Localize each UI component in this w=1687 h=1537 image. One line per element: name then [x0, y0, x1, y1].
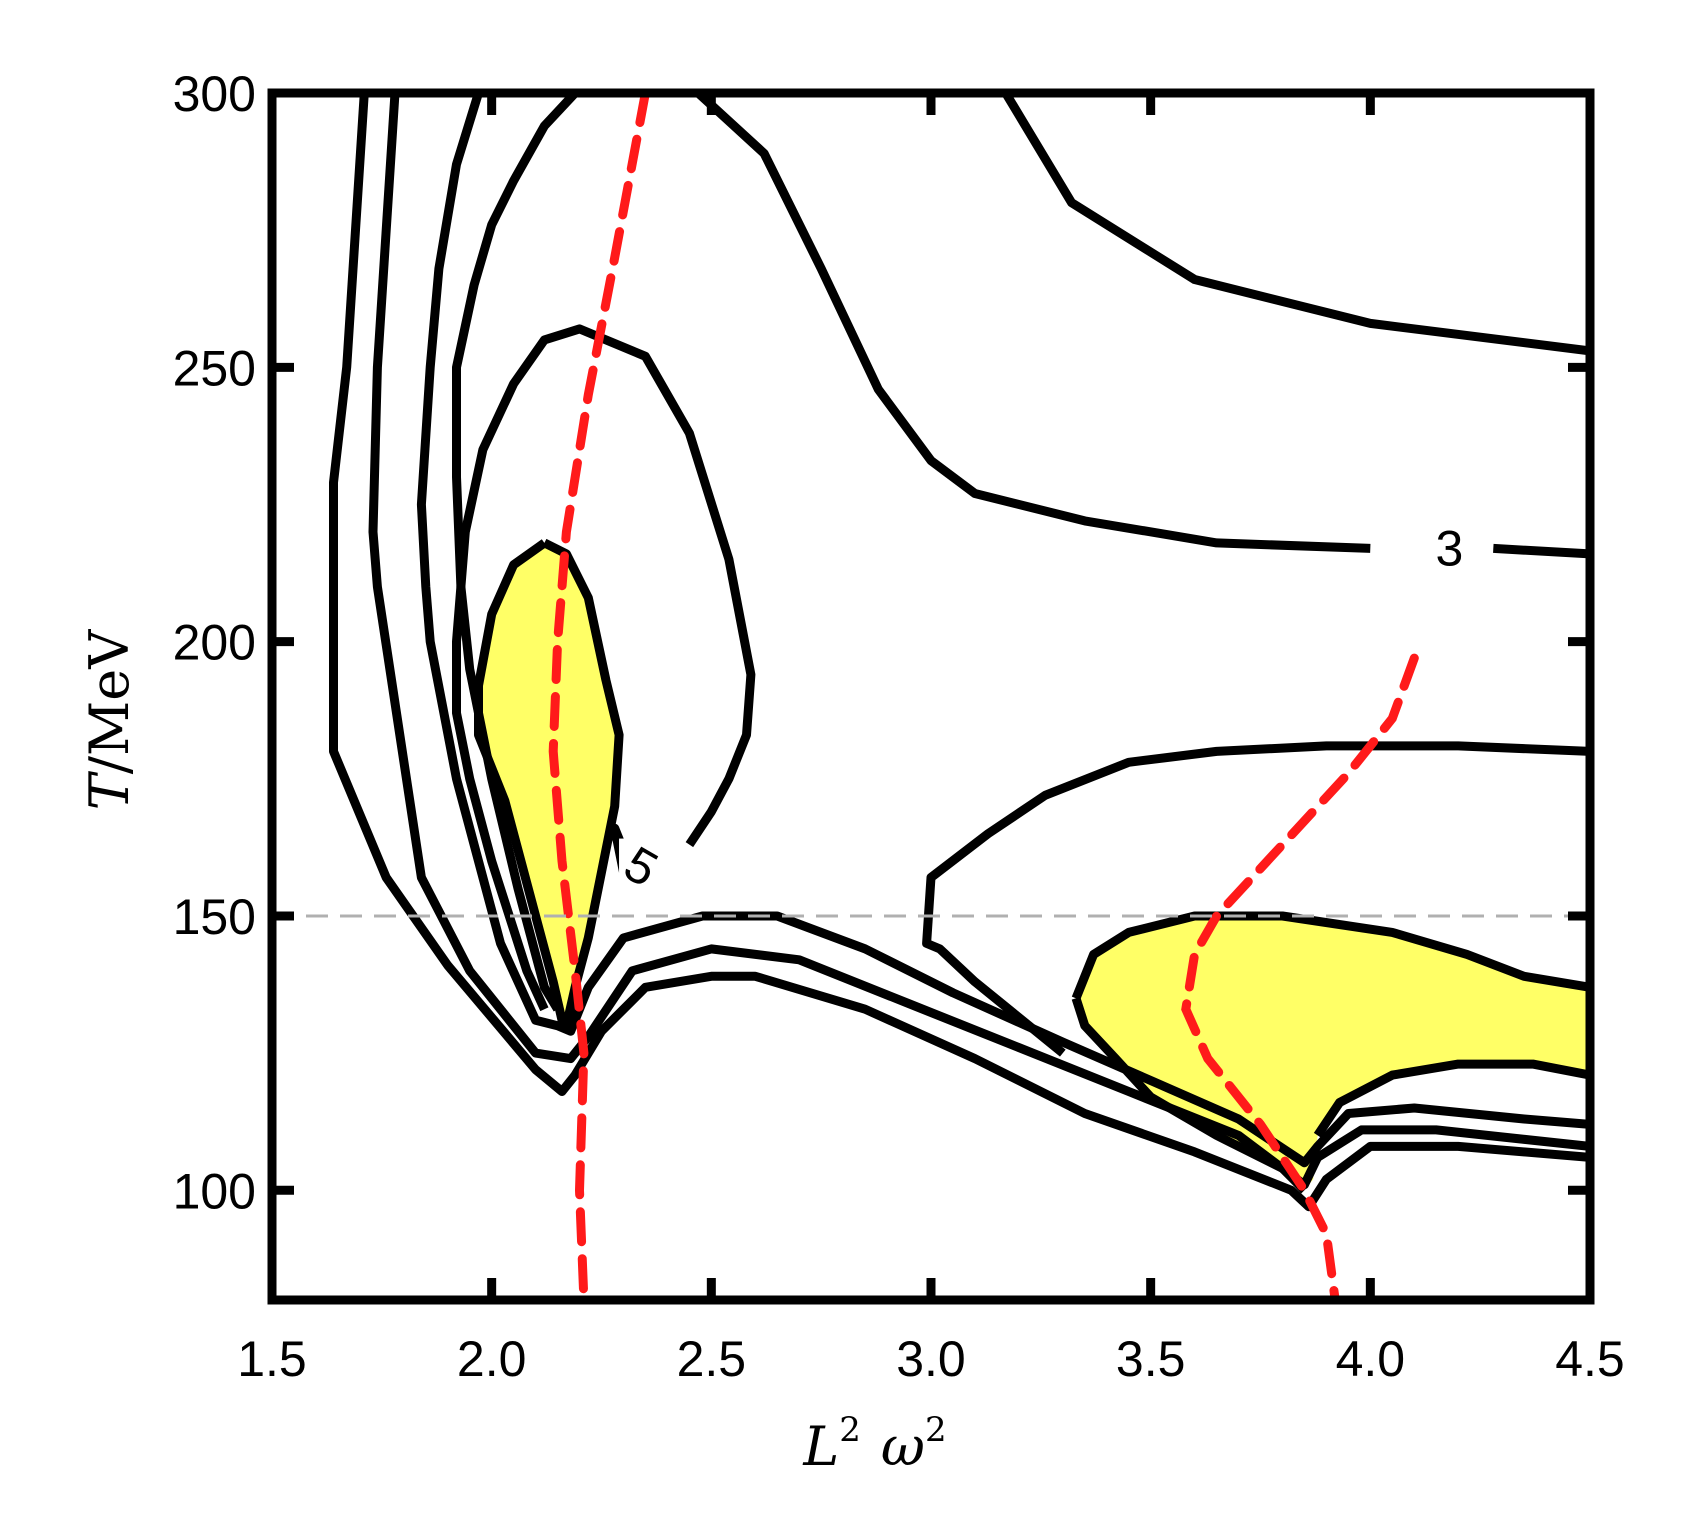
contour-line-9	[1493, 543, 1590, 559]
x-tick-labels: 1.5 2.0 2.5 3.0 3.5 4.0 4.5	[237, 1331, 1625, 1387]
x-tick-label: 3.0	[896, 1331, 966, 1387]
axis-ticks	[272, 93, 1590, 1300]
contour-line-2	[368, 93, 1590, 1190]
contour-labels: 35	[615, 520, 1463, 897]
x-axis-title: L2 ω2	[802, 1410, 946, 1478]
x-axis-title-omega: ω	[881, 1415, 925, 1478]
y-tick-label: 300	[173, 66, 256, 122]
x-tick-label: 4.0	[1336, 1331, 1406, 1387]
y-tick-labels: 100 150 200 250 300	[173, 66, 256, 1219]
contour-line-1	[329, 93, 1590, 1212]
contour-lines	[329, 93, 1590, 1212]
contour-label-masks	[619, 520, 1472, 895]
contour-line-4	[452, 93, 579, 1012]
x-tick-label: 2.5	[677, 1331, 747, 1387]
x-tick-label: 2.0	[457, 1331, 527, 1387]
x-tick-label: 4.5	[1555, 1331, 1625, 1387]
y-axis-title-t: T	[78, 770, 141, 810]
contour-label-1: 3	[1436, 520, 1464, 576]
contour-line-13	[1071, 996, 1308, 1194]
x-tick-label: 3.5	[1116, 1331, 1186, 1387]
y-tick-label: 200	[173, 615, 256, 671]
y-tick-label: 100	[173, 1163, 256, 1219]
x-axis-title-sup2: 2	[925, 1410, 947, 1450]
contour-line-10	[1001, 93, 1590, 356]
y-axis-title-unit: /MeV	[78, 629, 141, 774]
x-axis-title-l: L	[802, 1415, 839, 1478]
red-dashed-curves	[548, 93, 1419, 1300]
y-tick-label: 250	[173, 340, 256, 396]
y-axis-title: T/MeV	[78, 629, 141, 810]
y-tick-label: 150	[173, 889, 256, 945]
dashed-curve-1	[548, 93, 650, 1300]
contour-line-7	[474, 538, 624, 1031]
x-axis-title-sup1: 2	[839, 1410, 861, 1450]
x-tick-label: 1.5	[237, 1331, 307, 1387]
contour-label-mask-2	[619, 838, 664, 895]
contour-line-3	[416, 93, 1590, 1168]
contour-line-8	[649, 93, 1371, 553]
contour-line-6	[452, 324, 756, 1012]
highlight-region-1	[478, 542, 620, 1026]
contour-line-12	[1071, 911, 1590, 1000]
contour-line-11	[922, 741, 1590, 1057]
plot-frame	[267, 88, 1595, 1305]
contour-label-mask-1	[1427, 520, 1472, 577]
dashed-curve-2	[1181, 653, 1419, 1300]
contour-line-14	[1313, 1059, 1590, 1138]
